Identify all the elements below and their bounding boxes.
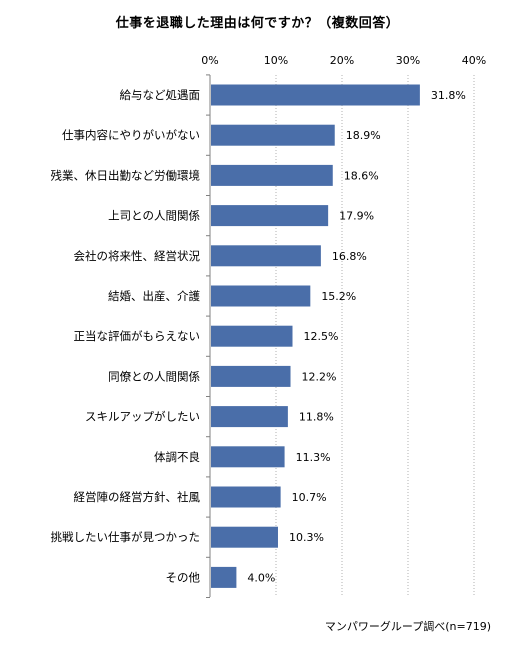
bar bbox=[211, 164, 333, 186]
value-label: 16.8% bbox=[332, 250, 367, 263]
category-label: 会社の将来性、経営状況 bbox=[74, 249, 201, 263]
category-label: 給与など処遇面 bbox=[120, 88, 201, 102]
bar bbox=[211, 124, 335, 146]
x-tick-label: 30% bbox=[396, 54, 420, 67]
bar bbox=[211, 526, 278, 548]
value-label: 10.7% bbox=[292, 491, 327, 504]
bars bbox=[211, 84, 420, 588]
value-label: 11.8% bbox=[299, 411, 334, 424]
chart-title: 仕事を退職した理由は何ですか？（複数回答） bbox=[115, 16, 400, 31]
bar bbox=[211, 84, 420, 106]
category-label: 上司との人間関係 bbox=[108, 209, 200, 223]
category-label: 結婚、出産、介護 bbox=[108, 289, 200, 303]
category-label: 挑戦したい仕事が見つかった bbox=[51, 530, 201, 544]
bar bbox=[211, 365, 291, 387]
bar bbox=[211, 406, 288, 428]
bar bbox=[211, 566, 237, 588]
x-tick-label: 10% bbox=[264, 54, 288, 67]
value-label: 12.5% bbox=[304, 330, 339, 343]
category-label: その他 bbox=[166, 570, 201, 584]
bar bbox=[211, 486, 281, 508]
category-label: スキルアップがしたい bbox=[85, 410, 200, 424]
x-tick-label: 0% bbox=[201, 54, 218, 67]
category-labels: 給与など処遇面仕事内容にやりがいがない残業、休日出勤など労働環境上司との人間関係… bbox=[51, 88, 201, 584]
value-label: 10.3% bbox=[289, 531, 324, 544]
value-label: 18.9% bbox=[346, 129, 381, 142]
axis-layer bbox=[206, 74, 211, 598]
bar bbox=[211, 325, 293, 347]
category-label: 体調不良 bbox=[154, 450, 200, 464]
bar bbox=[211, 245, 321, 267]
category-label: 同僚との人間関係 bbox=[108, 369, 200, 383]
category-label: 正当な評価がもらえない bbox=[74, 329, 201, 343]
value-label: 17.9% bbox=[339, 210, 374, 223]
value-label: 11.3% bbox=[296, 451, 331, 464]
value-label: 18.6% bbox=[344, 169, 379, 182]
bar bbox=[211, 285, 311, 307]
value-label: 15.2% bbox=[321, 290, 356, 303]
value-label: 4.0% bbox=[247, 571, 275, 584]
value-label: 12.2% bbox=[302, 370, 337, 383]
x-tick-label: 20% bbox=[330, 54, 354, 67]
category-label: 仕事内容にやりがいがない bbox=[62, 128, 200, 142]
x-tick-label: 40% bbox=[462, 54, 486, 67]
x-tick-labels: 0% 10% 20% 30% 40% bbox=[201, 54, 486, 67]
value-labels: 31.8% 18.9% 18.6% 17.9% 16.8% 15.2% 12.5% 12.2%… bbox=[247, 89, 465, 584]
value-label: 31.8% bbox=[431, 89, 466, 102]
category-label: 経営陣の経営方針、社風 bbox=[74, 490, 201, 504]
bar bbox=[211, 205, 329, 227]
bar bbox=[211, 446, 285, 468]
source-note: マンパワーグループ調べ(n=719) bbox=[324, 620, 491, 633]
category-label: 残業、休日出勤など労働環境 bbox=[51, 168, 201, 182]
